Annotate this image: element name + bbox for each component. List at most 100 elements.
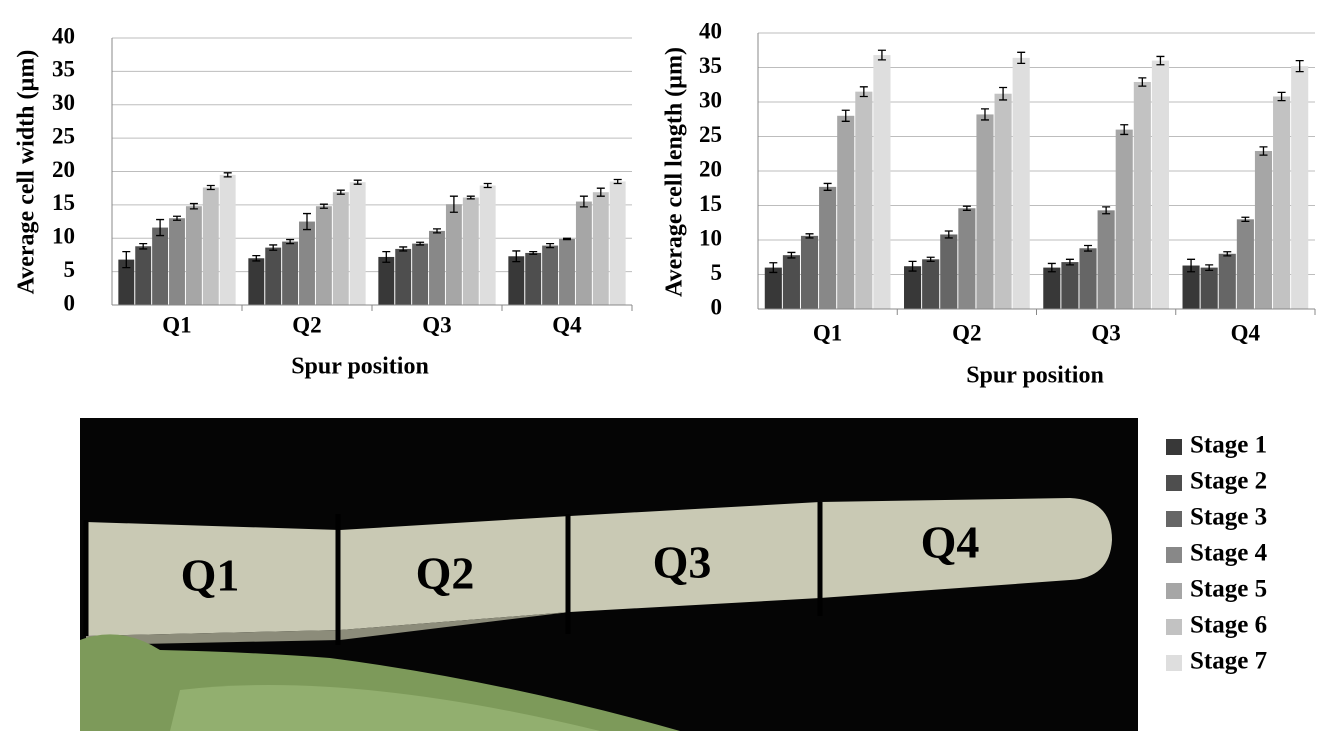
bar bbox=[592, 192, 609, 305]
error-bar bbox=[1120, 124, 1129, 136]
error-bar bbox=[173, 215, 181, 221]
spur-shadow bbox=[86, 612, 570, 645]
bar bbox=[169, 218, 185, 305]
error-bar bbox=[433, 228, 441, 234]
bar bbox=[508, 256, 525, 305]
error-bar bbox=[1259, 146, 1268, 156]
error-bar bbox=[1084, 244, 1093, 252]
bar bbox=[542, 245, 559, 305]
bar bbox=[135, 246, 152, 305]
error-bar bbox=[449, 195, 458, 213]
error-bar bbox=[1138, 77, 1147, 87]
bar bbox=[1115, 129, 1133, 309]
y-tick-label: 10 bbox=[699, 225, 722, 250]
error-bar bbox=[877, 49, 886, 61]
error-bar bbox=[841, 109, 850, 122]
bar bbox=[1097, 210, 1115, 309]
photo: Q1 Q2 Q3 Q4 bbox=[80, 418, 1138, 731]
error-bar bbox=[466, 195, 475, 200]
bar bbox=[1236, 219, 1254, 309]
legend-swatch bbox=[1166, 619, 1182, 635]
bar bbox=[282, 241, 299, 305]
bar bbox=[1273, 96, 1291, 309]
error-bar bbox=[613, 178, 622, 185]
y-tick-label: 0 bbox=[711, 294, 723, 319]
bar bbox=[462, 197, 479, 305]
bar bbox=[800, 235, 819, 309]
bar bbox=[1043, 267, 1061, 309]
bar bbox=[525, 252, 542, 305]
bar bbox=[764, 267, 782, 309]
bar bbox=[958, 208, 976, 309]
error-bar bbox=[1017, 51, 1026, 65]
x-tick-label: Q1 bbox=[162, 312, 191, 337]
error-bar bbox=[156, 218, 165, 237]
error-bar bbox=[189, 202, 198, 210]
error-bar bbox=[823, 182, 832, 191]
y-tick-label: 25 bbox=[699, 122, 722, 147]
y-tick-label: 40 bbox=[52, 23, 75, 48]
y-tick-label: 20 bbox=[52, 157, 75, 182]
y-tick-label: 15 bbox=[52, 190, 75, 215]
error-bar bbox=[787, 251, 796, 259]
error-bar bbox=[1102, 206, 1111, 215]
bar bbox=[1151, 60, 1169, 309]
bar bbox=[609, 181, 626, 305]
x-tick-label: Q4 bbox=[1231, 320, 1261, 345]
x-tick-label: Q3 bbox=[1091, 320, 1120, 345]
error-bar bbox=[962, 205, 971, 211]
legend-label: Stage 7 bbox=[1190, 648, 1267, 675]
error-bar bbox=[399, 246, 408, 252]
x-tick-label: Q2 bbox=[952, 320, 981, 345]
bar bbox=[479, 185, 496, 305]
error-bar bbox=[529, 250, 538, 255]
bar bbox=[445, 204, 462, 305]
error-bar bbox=[206, 184, 215, 191]
error-bar bbox=[483, 182, 492, 189]
bar bbox=[1200, 267, 1218, 309]
y-tick-label: 25 bbox=[52, 123, 75, 148]
bar bbox=[412, 243, 429, 305]
bar bbox=[922, 259, 940, 309]
bar bbox=[349, 182, 366, 305]
error-bar bbox=[980, 108, 989, 121]
legend-label: Stage 6 bbox=[1190, 612, 1267, 639]
error-bar bbox=[252, 254, 261, 262]
leaf-highlight bbox=[170, 685, 600, 731]
y-tick-label: 35 bbox=[52, 57, 75, 82]
photo-label: Q3 bbox=[653, 537, 712, 588]
bar bbox=[1012, 57, 1030, 310]
bar bbox=[1182, 265, 1200, 309]
bar bbox=[855, 91, 873, 310]
error-bar bbox=[319, 203, 328, 209]
y-tick-label: 40 bbox=[699, 18, 722, 43]
y-axis-title: Average cell width (µm) bbox=[14, 50, 40, 295]
y-tick-label: 10 bbox=[52, 224, 75, 249]
bar bbox=[1218, 253, 1236, 309]
bar bbox=[185, 206, 202, 305]
bar bbox=[299, 221, 315, 305]
error-bar bbox=[999, 86, 1008, 101]
y-tick-label: 5 bbox=[711, 260, 723, 285]
y-tick-label: 5 bbox=[64, 257, 76, 282]
y-tick-label: 20 bbox=[699, 156, 722, 181]
error-bar bbox=[336, 189, 345, 195]
error-bar bbox=[1047, 262, 1056, 273]
error-bar bbox=[512, 250, 521, 263]
legend-swatch bbox=[1166, 655, 1182, 671]
divider-lines bbox=[83, 502, 823, 645]
bar bbox=[429, 230, 445, 305]
error-bar bbox=[1241, 216, 1250, 223]
bar bbox=[559, 238, 575, 305]
bar bbox=[904, 266, 922, 309]
x-tick-label: Q1 bbox=[813, 320, 842, 345]
y-tick-label: 30 bbox=[52, 90, 75, 115]
error-bar bbox=[122, 250, 131, 269]
error-bar bbox=[926, 256, 935, 263]
error-bar bbox=[1205, 264, 1214, 272]
bar bbox=[219, 174, 236, 305]
error-bar bbox=[805, 233, 814, 239]
legend-label: Stage 5 bbox=[1190, 576, 1267, 603]
